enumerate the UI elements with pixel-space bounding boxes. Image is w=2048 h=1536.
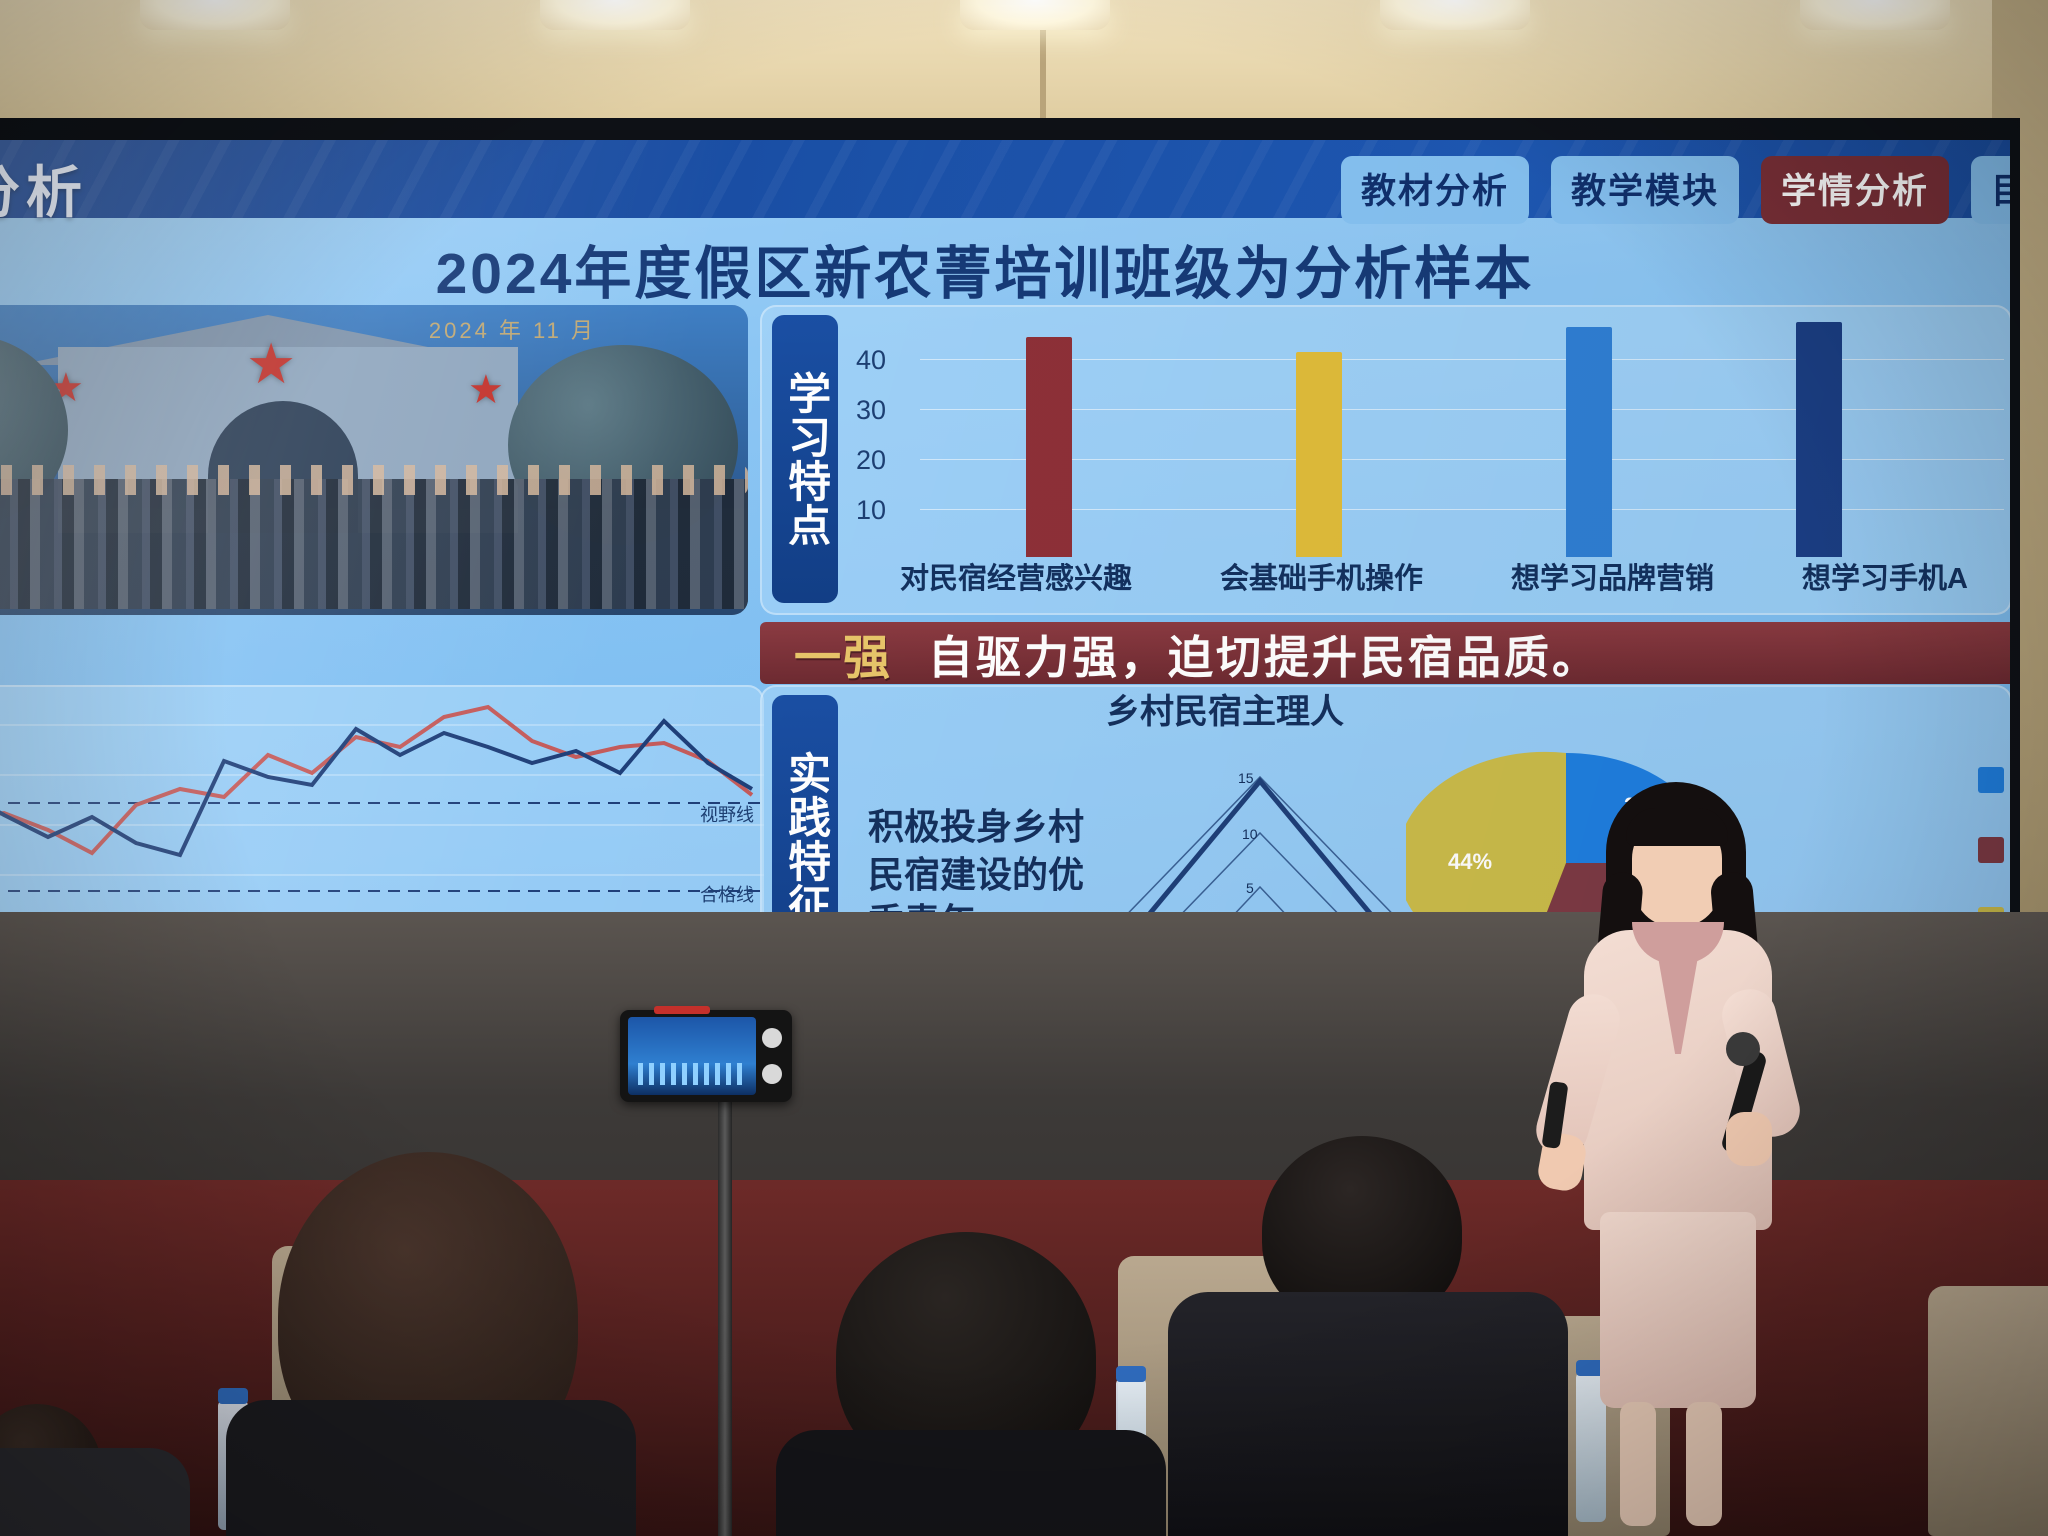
red-star-icon-center: ★ — [246, 332, 297, 395]
learning-traits-side-label: 学习特点 — [772, 315, 838, 603]
pie-legend-swatch-2 — [1978, 907, 2004, 912]
practice-traits-panel: 实践特征 积极投身乡村民宿建设的优秀青年 乡村民宿主理人 15 10 5 0 2… — [760, 685, 2010, 912]
ytick-30: 30 — [856, 395, 887, 425]
practice-traits-side-label: 实践特征 — [772, 695, 838, 912]
bar-label-0: 对民宿经营感兴趣 — [900, 563, 1133, 595]
water-bottle-cap-1 — [218, 1388, 248, 1404]
bar-1 — [1296, 352, 1342, 557]
ceiling-light-3 — [960, 0, 1110, 30]
audience-member-1-body — [226, 1400, 636, 1536]
presenter-skirt — [1600, 1212, 1756, 1408]
ytick-20: 20 — [856, 445, 887, 475]
phone-record-button[interactable] — [762, 1028, 782, 1048]
pie-legend-swatch-0 — [1978, 767, 2004, 793]
phone-top-strip — [654, 1006, 710, 1014]
gridline-20 — [920, 459, 2004, 460]
presenter-leg-right — [1686, 1402, 1722, 1526]
water-bottle-cap-2 — [1116, 1366, 1146, 1382]
tripod-pole — [718, 1030, 732, 1536]
radar-tick-5: 5 — [1246, 880, 1254, 896]
phone-screen[interactable] — [628, 1017, 756, 1095]
audience-member-4-body — [0, 1448, 190, 1536]
smartphone-recording[interactable] — [620, 1006, 792, 1102]
projected-slide: 学分析 教材分析 教学模块 学情分析 目 2024年度假区新农菁培训班级为分析样… — [0, 140, 2010, 912]
bar-2 — [1566, 327, 1612, 557]
presenter — [1530, 782, 1806, 1536]
banner-strong-key: 一强 — [794, 630, 892, 684]
phone-screen-chart — [638, 1063, 742, 1085]
ceiling-light-4 — [1380, 0, 1530, 30]
annotation-hegexian: 合格线 — [700, 885, 754, 905]
pie-legend-item-0 — [1978, 767, 2004, 793]
chair-4 — [1928, 1286, 2048, 1536]
photo-date-stamp: 2024 年 11 月 — [428, 318, 596, 343]
slide-header: 学分析 教材分析 教学模块 学情分析 目 — [0, 140, 2010, 224]
ytick-10: 10 — [856, 495, 887, 525]
bar-0 — [1026, 337, 1072, 557]
bar-3 — [1796, 322, 1842, 557]
red-star-icon-right: ★ — [468, 368, 504, 412]
bar-label-3: 想学习手机A — [1802, 563, 1968, 595]
gridline-10 — [920, 509, 2004, 510]
radar-tick-10: 10 — [1242, 826, 1258, 842]
radar-chart-svg: 15 10 5 0 — [1128, 770, 1392, 912]
pie-legend-item-1 — [1978, 837, 2004, 863]
audience-member-2-body — [776, 1430, 1166, 1536]
pie-chart-legend — [1978, 767, 2004, 912]
presenter-hand-right — [1726, 1112, 1772, 1166]
phone-secondary-button[interactable] — [762, 1064, 782, 1084]
learning-traits-panel: 学习特点 40 30 20 10 对民宿经营感兴趣 会基础手机操作 想学习品牌营… — [760, 305, 2010, 615]
presenter-fringe — [1626, 808, 1728, 846]
ceiling-light-2 — [540, 0, 690, 30]
tab-jiaocaifenxi[interactable]: 教材分析 — [1340, 156, 1529, 224]
gridline-40 — [920, 359, 2004, 360]
practice-description: 积极投身乡村民宿建设的优秀青年 — [868, 806, 1085, 912]
bar-chart-plot: 40 30 20 10 — [856, 317, 2004, 557]
line-chart-panel: 视野线 合格线 学员1学员2学员3学员4学员5学员6学员7学员8学员9学员10学… — [0, 685, 764, 912]
microphone-head — [1726, 1032, 1760, 1066]
bar-label-2: 想学习品牌营销 — [1511, 563, 1715, 595]
tab-xueqingfenxi[interactable]: 学情分析 — [1760, 156, 1949, 224]
gridline-30 — [920, 409, 2004, 410]
presenter-leg-left — [1620, 1402, 1656, 1526]
ceiling-seam — [1040, 0, 1046, 148]
ceiling-light-1 — [140, 0, 290, 30]
bar-chart-x-labels: 对民宿经营感兴趣 会基础手机操作 想学习品牌营销 想学习手机A — [856, 555, 2010, 597]
banner-strong-text: 自驱力强，迫切提升民宿品质。 — [928, 631, 1601, 683]
slide-main-title: 2024年度假区新农菁培训班级为分析样本 — [435, 242, 1535, 306]
pie-label-44: 44% — [1448, 849, 1492, 874]
tab-jiaoxuemokuai[interactable]: 教学模块 — [1550, 156, 1739, 224]
pie-legend-swatch-1 — [1978, 837, 2004, 863]
slide-tab-bar: 教材分析 教学模块 学情分析 目 — [1340, 156, 2010, 224]
tab-fourth[interactable]: 目 — [1970, 156, 2010, 224]
slide-header-title: 学分析 — [0, 161, 88, 224]
annotation-shiyexian: 视野线 — [700, 805, 754, 825]
banner-strong: 一强 自驱力强，迫切提升民宿品质。 — [760, 622, 2010, 684]
radar-chart-title: 乡村民宿主理人 — [1106, 693, 1344, 731]
bar-label-1: 会基础手机操作 — [1220, 563, 1424, 595]
pie-legend-item-2 — [1978, 907, 2004, 912]
radar-tick-15: 15 — [1238, 770, 1254, 786]
ceiling-light-5 — [1800, 0, 1950, 30]
audience-member-3-body — [1168, 1292, 1568, 1536]
group-photo-panel: ★ ★ ★ 2024 年 11 月 — [0, 305, 748, 615]
ytick-40: 40 — [856, 345, 887, 375]
water-bottle-cap-3 — [1576, 1360, 1606, 1376]
photo-crowd — [0, 465, 748, 609]
line-chart-svg — [0, 704, 764, 892]
